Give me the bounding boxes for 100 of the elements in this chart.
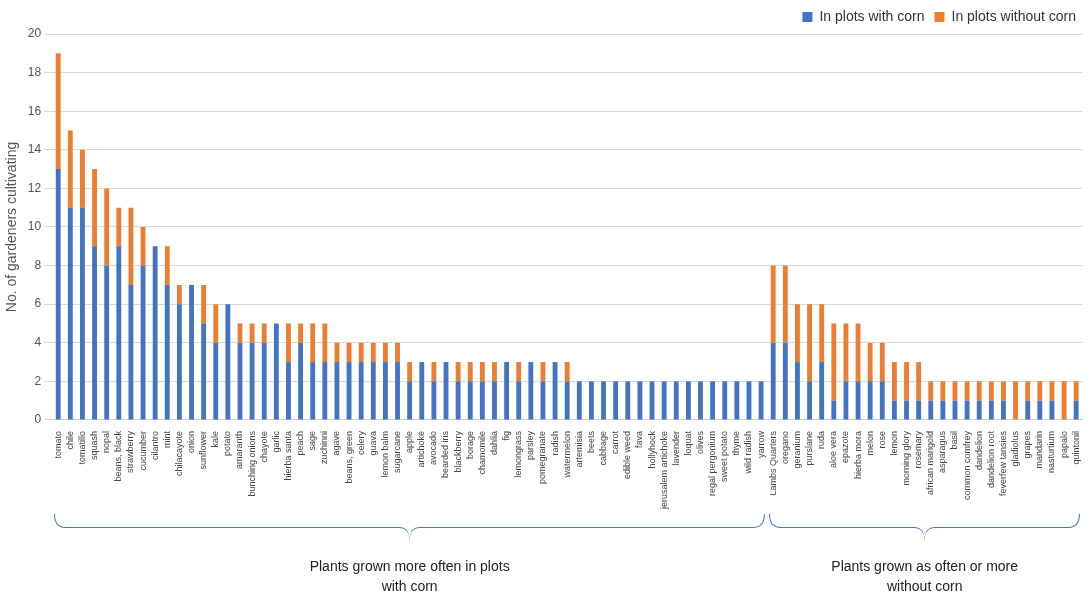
x-tick-label: tomatillo [76,430,87,465]
x-tick-label: mandarin [1034,430,1045,469]
x-tick-label: purslane [804,430,815,466]
bar [116,246,122,420]
y-tick-label: 4 [34,335,42,350]
x-tick-label: beets [585,430,596,453]
bar [467,381,473,420]
bar [1025,400,1031,420]
bar [807,304,812,382]
bar [782,265,788,343]
bar [479,381,485,420]
x-tick-label: melon [864,430,875,456]
bar [879,381,885,420]
x-tick-label: fava [634,430,645,448]
bar [904,400,909,420]
x-tick-label: quintonil [1070,430,1081,465]
x-tick-label: radish [549,430,560,456]
bar [613,381,619,420]
bar [1073,400,1079,420]
legend-label: In plots with corn [819,7,925,24]
bar [176,284,182,305]
bar [1001,400,1006,420]
x-tick-label: avocado [428,430,439,465]
y-tick-label: 10 [27,219,42,234]
bar [298,342,303,420]
bar [273,323,279,420]
bar [116,207,122,247]
x-tick-label: aloe vera [828,430,839,468]
bar [382,362,388,420]
x-tick-label: squash [89,430,100,460]
bar [104,265,110,420]
x-tick-label: dandelion [973,430,984,471]
bar [104,188,110,266]
x-tick-label: asparagus [937,430,948,473]
bar [382,342,388,363]
x-tick-label: morning glory [901,430,911,486]
x-tick-label: chilacayote [173,430,184,476]
bar [928,381,934,401]
y-tick-label: 12 [27,180,42,195]
x-tick-label: nopal [101,430,112,453]
bar [358,342,364,363]
bar [55,53,61,170]
bar [807,381,812,420]
x-tick-label: cilantro [149,430,160,460]
x-tick-label: gladiolus [1010,430,1021,467]
x-tick-label: guava [367,430,378,456]
bar [128,207,134,285]
bar [637,381,643,420]
x-tick-label: artichoke [416,430,427,468]
x-tick-label: hollyhock [646,430,657,469]
bar [1037,381,1043,401]
x-tick-label: fig [501,430,512,441]
x-tick-label: chamomile [476,430,487,475]
bar [249,323,255,343]
x-tick-label: watermelon [561,430,572,479]
x-tick-label: apple [404,430,415,453]
x-tick-label: zuchinni [319,430,330,464]
bar [395,342,400,363]
x-tick-label: lemon balm [379,430,390,478]
bar [782,342,788,420]
x-tick-label: parsley [525,430,536,460]
x-tick-label: common comfrey [961,430,972,500]
bar [528,362,534,420]
bar [286,323,291,363]
bar [225,304,231,420]
x-tick-label: olives [694,430,705,454]
bar [492,362,497,382]
bar [286,362,291,420]
bar [431,381,437,420]
bar [843,323,849,382]
x-tick-label: strawberry [125,430,136,473]
x-tick-label: hierba mora [852,430,863,479]
y-tick-label: 2 [34,373,42,388]
x-tick-label: chayote [258,430,269,463]
x-tick-label: tomato [52,430,63,459]
bar [80,149,85,208]
x-tick-label: pomegranate [537,430,548,485]
bar [322,323,328,363]
x-tick-label: potato [222,430,233,456]
bar [213,304,219,343]
x-tick-label: dandelion root [985,430,996,489]
bar [455,362,461,382]
y-tick-label: 14 [27,142,42,157]
x-tick-label: borage [464,430,475,459]
bar [407,362,413,382]
x-tick-label: lavender [670,430,681,466]
x-tick-label: onion [186,430,196,453]
x-tick-label: dahlia [488,430,499,455]
bar [80,207,85,420]
bar [261,323,267,343]
bar [189,284,194,420]
y-tick-label: 20 [27,26,42,41]
x-tick-label: hierba santa [282,430,293,481]
bar [492,381,497,420]
bar [698,381,703,420]
bar [831,400,837,420]
x-tick-label: yarrow [755,430,766,458]
x-tick-label: oregano [779,430,790,464]
bar [589,381,594,420]
y-axis-title: No. of gardeners cultivating [3,141,20,313]
